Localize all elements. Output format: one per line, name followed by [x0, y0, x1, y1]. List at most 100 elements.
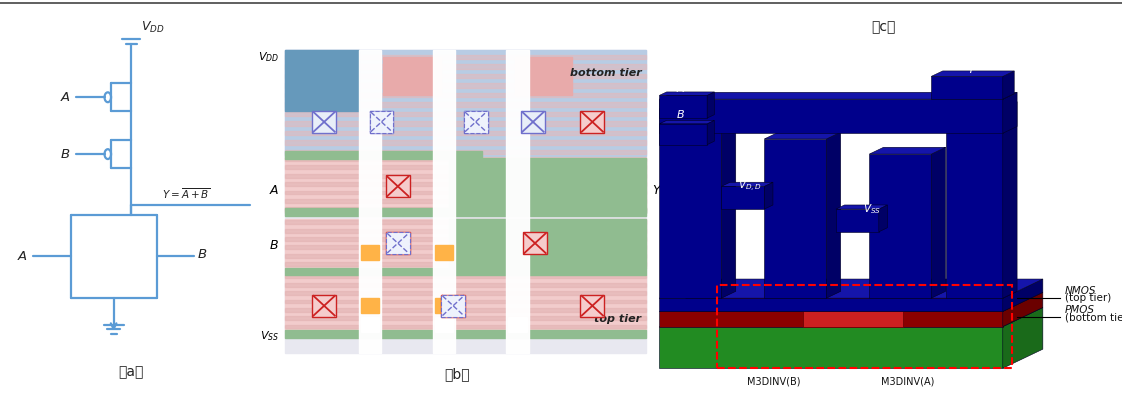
Text: $B$: $B$ — [61, 148, 71, 161]
Polygon shape — [1003, 102, 1017, 298]
Polygon shape — [946, 102, 1017, 109]
Polygon shape — [764, 139, 826, 298]
Bar — [285, 182, 645, 186]
Bar — [285, 199, 645, 203]
Bar — [386, 232, 410, 254]
Bar — [369, 111, 394, 133]
Polygon shape — [660, 308, 1042, 326]
Bar — [285, 190, 645, 194]
Bar — [463, 111, 488, 133]
Bar — [361, 317, 379, 332]
Polygon shape — [946, 109, 1003, 298]
Polygon shape — [660, 311, 1003, 326]
Bar — [386, 232, 410, 254]
Bar — [285, 158, 645, 213]
Bar — [285, 275, 645, 330]
Bar — [312, 295, 335, 317]
Bar — [384, 57, 441, 95]
Polygon shape — [660, 326, 1003, 368]
Polygon shape — [721, 186, 764, 209]
Polygon shape — [870, 154, 931, 298]
Bar — [285, 140, 645, 145]
Bar — [285, 102, 645, 107]
Bar — [285, 316, 645, 320]
Bar — [359, 50, 381, 353]
Bar — [285, 152, 481, 159]
Polygon shape — [660, 298, 1003, 312]
Text: $B$: $B$ — [677, 108, 686, 120]
Bar — [285, 130, 645, 135]
Bar — [434, 298, 453, 313]
Polygon shape — [660, 99, 1003, 133]
Bar — [285, 208, 645, 216]
Bar — [285, 83, 645, 88]
Text: $B$: $B$ — [197, 248, 208, 261]
Polygon shape — [660, 292, 1042, 311]
Bar — [285, 330, 645, 338]
Text: （b）: （b） — [444, 367, 470, 381]
Polygon shape — [1003, 71, 1014, 99]
Polygon shape — [660, 92, 715, 95]
Polygon shape — [870, 147, 946, 154]
Bar — [386, 175, 410, 198]
Polygon shape — [802, 292, 942, 312]
Polygon shape — [836, 209, 879, 232]
Bar — [521, 111, 545, 133]
Text: $V_{DD}$: $V_{DD}$ — [258, 51, 279, 64]
Bar — [463, 111, 488, 133]
Bar — [433, 50, 456, 353]
Text: M3DINV(A): M3DINV(A) — [881, 377, 935, 387]
Bar — [285, 207, 645, 211]
Bar — [361, 245, 379, 260]
Text: $V_{SS}$: $V_{SS}$ — [863, 202, 881, 216]
Bar — [285, 93, 645, 97]
Text: （a）: （a） — [119, 365, 144, 379]
Bar — [285, 220, 645, 224]
Bar — [285, 300, 645, 304]
Text: $Y$: $Y$ — [967, 63, 976, 75]
Bar — [506, 50, 528, 353]
Bar — [580, 111, 605, 133]
Bar — [285, 150, 645, 154]
Polygon shape — [660, 102, 736, 109]
Bar — [285, 237, 645, 241]
Bar — [285, 268, 645, 275]
Bar — [285, 262, 645, 266]
Polygon shape — [660, 92, 1017, 99]
Bar — [523, 232, 546, 254]
Bar — [508, 317, 527, 332]
Bar — [285, 50, 359, 111]
Bar — [285, 229, 645, 233]
Text: $B$: $B$ — [269, 239, 279, 252]
Bar — [434, 317, 453, 332]
Bar — [441, 295, 465, 317]
Bar — [285, 219, 645, 268]
Polygon shape — [660, 120, 715, 124]
Bar — [285, 308, 645, 312]
Polygon shape — [879, 205, 888, 232]
Bar — [285, 291, 645, 295]
Text: NMOS: NMOS — [1065, 286, 1096, 296]
Text: top tier: top tier — [595, 314, 642, 324]
Text: bottom tier: bottom tier — [570, 67, 642, 78]
Bar — [285, 121, 645, 126]
Bar — [285, 64, 645, 69]
Text: $A$: $A$ — [268, 184, 279, 197]
Polygon shape — [721, 102, 736, 298]
Polygon shape — [1003, 292, 1042, 326]
Polygon shape — [931, 77, 1003, 99]
Polygon shape — [826, 132, 840, 298]
Text: （c）: （c） — [872, 20, 895, 34]
Text: $Y=\overline{A+B}$: $Y=\overline{A+B}$ — [162, 187, 210, 201]
Text: $A$: $A$ — [677, 82, 686, 94]
Polygon shape — [802, 312, 902, 326]
Text: $V_{DD}$: $V_{DD}$ — [141, 20, 165, 35]
Text: PMOS: PMOS — [1065, 304, 1095, 314]
Bar — [285, 166, 645, 169]
Polygon shape — [931, 147, 946, 298]
Polygon shape — [660, 95, 707, 118]
Polygon shape — [660, 109, 721, 298]
Bar — [285, 74, 645, 78]
Bar — [285, 157, 645, 161]
Polygon shape — [1003, 279, 1042, 312]
